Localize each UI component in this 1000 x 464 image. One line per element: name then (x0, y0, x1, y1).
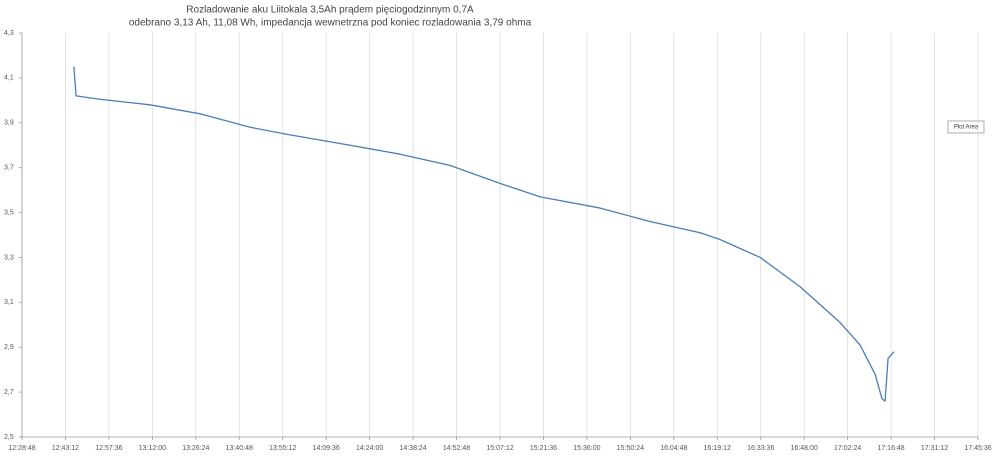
x-tick-label: 17:02:24 (834, 445, 861, 452)
x-tick-label: 14:09:36 (313, 445, 340, 452)
y-tick-label: 2,5 (4, 434, 14, 441)
x-tick-label: 16:33:36 (747, 445, 774, 452)
data-line (73, 66, 895, 402)
x-tick-label: 16:04:48 (660, 445, 687, 452)
y-tick-label: 3,9 (4, 120, 14, 127)
y-tick-label: 4,3 (4, 30, 14, 37)
x-tick-label: 16:48:00 (791, 445, 818, 452)
x-tick-label: 12:28:48 (8, 445, 35, 452)
chart-title: Rozladowanie aku Liitokala 3,5Ah prądem … (186, 5, 474, 16)
x-tick-label: 13:26:24 (182, 445, 209, 452)
x-tick-label: 14:24:00 (356, 445, 383, 452)
tooltip-box (947, 120, 985, 134)
x-tick-label: 15:21:36 (530, 445, 557, 452)
x-tick-label: 14:38:24 (399, 445, 426, 452)
y-tick-label: 2,7 (4, 389, 14, 396)
x-tick-label: 13:12:00 (139, 445, 166, 452)
x-tick-label: 12:57:36 (95, 445, 122, 452)
x-tick-label: 15:50:24 (617, 445, 644, 452)
x-tick-label: 15:07:12 (486, 445, 513, 452)
x-tick-label: 13:55:12 (269, 445, 296, 452)
x-tick-label: 15:36:00 (573, 445, 600, 452)
x-tick-label: 14:52:48 (443, 445, 470, 452)
y-tick-label: 2,9 (4, 344, 14, 351)
x-tick-label: 13:40:48 (226, 445, 253, 452)
chart-subtitle: odebrano 3,13 Ah, 11,08 Wh, impedancja w… (129, 18, 532, 29)
x-tick-label: 17:31:12 (921, 445, 948, 452)
y-tick-label: 3,3 (4, 254, 14, 261)
y-tick-label: 4,1 (4, 75, 14, 82)
y-tick-label: 3,5 (4, 209, 14, 216)
y-tick-label: 3,7 (4, 165, 14, 172)
x-tick-label: 16:19:12 (704, 445, 731, 452)
x-tick-label: 12:43:12 (52, 445, 79, 452)
x-tick-label: 17:45:36 (964, 445, 991, 452)
y-tick-label: 3,1 (4, 299, 14, 306)
tooltip: Plot Area (954, 125, 979, 131)
x-tick-label: 17:16:48 (877, 445, 904, 452)
